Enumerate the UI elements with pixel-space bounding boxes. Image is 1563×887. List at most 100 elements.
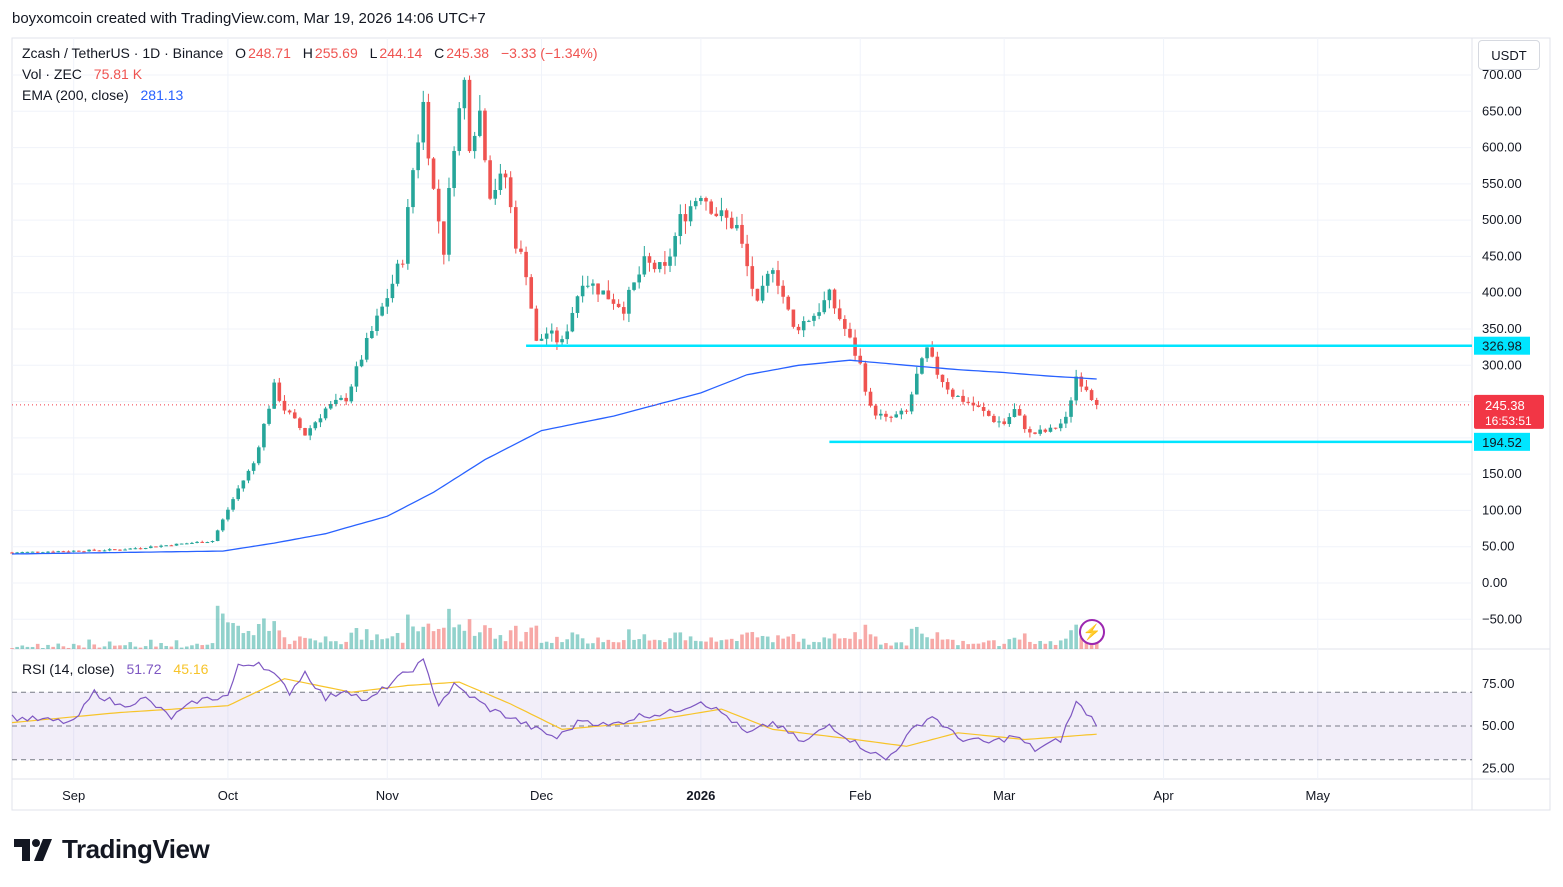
candle-body xyxy=(400,263,405,265)
ema-label[interactable]: EMA (200, close) xyxy=(22,87,129,103)
volume-label[interactable]: Vol · ZEC xyxy=(22,66,82,82)
volume-bar xyxy=(771,642,775,649)
volume-bar xyxy=(472,635,477,649)
candle-body xyxy=(837,308,842,320)
candle-body xyxy=(395,263,400,284)
price-tick-label: 300.00 xyxy=(1482,357,1522,372)
volume-bar xyxy=(215,605,220,649)
volume-bar xyxy=(683,640,688,649)
candle-body xyxy=(611,299,616,304)
volume-bar xyxy=(77,645,81,649)
volume-bar xyxy=(1079,637,1084,649)
candle-body xyxy=(421,101,426,143)
lightning-icon[interactable]: ⚡ xyxy=(1079,619,1105,645)
candle-body xyxy=(873,405,878,416)
candle-body xyxy=(950,389,955,397)
volume-bar xyxy=(421,626,426,649)
candle-body xyxy=(498,173,503,191)
rsi-tick-label: 50.00 xyxy=(1482,718,1515,733)
symbol-title[interactable]: Zcash / TetherUS · 1D · Binance xyxy=(22,45,224,61)
candle-body xyxy=(287,410,292,413)
volume-bar xyxy=(200,645,205,649)
candle-body xyxy=(863,363,868,392)
volume-bar xyxy=(406,614,410,649)
time-tick-label: Feb xyxy=(849,788,871,803)
candle-body xyxy=(683,214,688,222)
ema-line xyxy=(11,359,1097,555)
candle-body xyxy=(46,551,50,553)
candle-body xyxy=(673,236,677,257)
candle-body xyxy=(25,551,30,553)
volume-bar xyxy=(688,636,693,649)
volume-bar xyxy=(426,623,431,649)
volume-bar xyxy=(1038,640,1042,649)
volume-bar xyxy=(107,641,112,649)
volume-bar xyxy=(647,640,652,649)
volume-bar xyxy=(755,637,760,649)
volume-bar xyxy=(560,642,564,649)
candle-body xyxy=(791,309,796,327)
volume-bar xyxy=(925,637,929,649)
volume-bar xyxy=(642,634,647,649)
candle-body xyxy=(879,413,883,416)
open-label: O xyxy=(235,45,247,61)
level-price-badge xyxy=(1474,432,1530,451)
currency-button[interactable]: USDT xyxy=(1478,40,1540,70)
candle-body xyxy=(981,406,986,411)
candle-body xyxy=(894,414,899,418)
volume-bar xyxy=(97,647,102,649)
volume-bar xyxy=(349,632,354,649)
price-tick-label: 100.00 xyxy=(1482,502,1522,517)
rsi-label[interactable]: RSI (14, close) xyxy=(22,661,115,677)
volume-bar xyxy=(20,645,25,649)
price-tick-label: 650.00 xyxy=(1482,103,1522,118)
candle-body xyxy=(560,339,564,343)
volume-bar xyxy=(51,646,55,649)
candle-body xyxy=(277,382,282,401)
volume-bar xyxy=(663,642,667,649)
volume-bar xyxy=(673,632,677,649)
low-value: 244.14 xyxy=(379,45,423,61)
candle-body xyxy=(745,243,749,267)
candle-body xyxy=(591,283,595,286)
volume-bar xyxy=(303,637,307,649)
candle-body xyxy=(544,333,549,339)
open-value: 248.71 xyxy=(248,45,291,61)
time-tick-label: Sep xyxy=(62,788,85,803)
candle-body xyxy=(519,248,523,252)
volume-bar xyxy=(601,642,605,649)
volume-bar xyxy=(334,641,338,649)
candle-body xyxy=(884,413,888,417)
rsi-tick-label: 25.00 xyxy=(1482,760,1515,775)
time-tick-label: Oct xyxy=(218,788,239,803)
volume-bar xyxy=(976,643,981,649)
candle-body xyxy=(514,207,518,249)
volume-bar xyxy=(1033,643,1037,649)
volume-bar xyxy=(390,636,395,649)
candle-body xyxy=(1033,432,1037,434)
volume-bar xyxy=(92,644,97,649)
volume-bar xyxy=(827,638,832,649)
candle-body xyxy=(416,142,420,171)
volume-bar xyxy=(71,643,76,649)
volume-bar xyxy=(1028,641,1032,649)
volume-bar xyxy=(519,641,523,649)
candle-body xyxy=(858,355,863,364)
time-tick-label: Nov xyxy=(376,788,400,803)
volume-bar xyxy=(606,639,611,649)
candle-body xyxy=(174,543,179,546)
candle-body xyxy=(339,397,343,400)
candle-body xyxy=(380,306,384,316)
volume-bar xyxy=(1069,630,1073,649)
candle-body xyxy=(678,214,683,237)
candle-body xyxy=(642,256,647,275)
candle-body xyxy=(889,416,893,418)
volume-bar xyxy=(364,629,369,649)
volume-bar xyxy=(149,639,153,649)
volume-bar xyxy=(488,627,492,649)
tradingview-logo: TradingView xyxy=(14,834,210,865)
candle-body xyxy=(313,422,318,429)
volume-bar xyxy=(102,646,107,649)
candle-body xyxy=(390,283,395,299)
